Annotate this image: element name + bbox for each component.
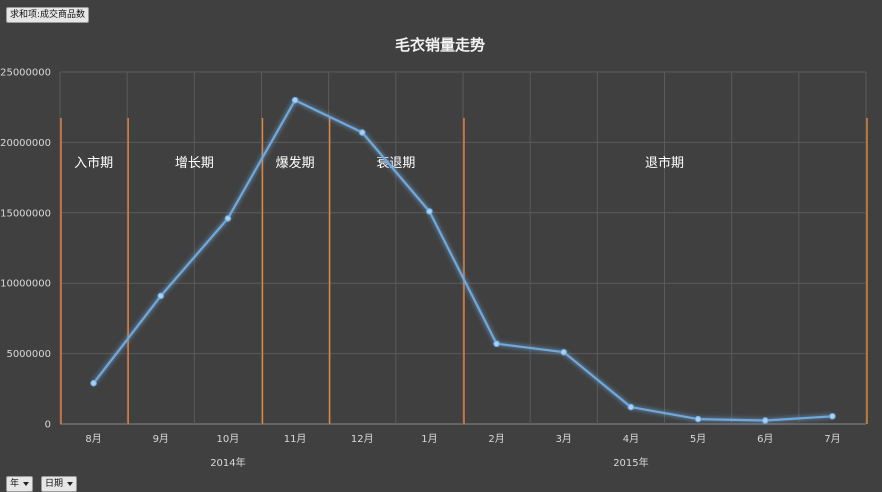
year-group-label: 2015年 <box>613 456 648 469</box>
x-tick-label: 6月 <box>757 433 773 445</box>
chart-title: 毛衣销量走势 <box>395 36 485 54</box>
data-point <box>761 417 769 424</box>
data-point <box>627 403 635 411</box>
y-tick-label: 15000000 <box>0 208 51 219</box>
year-group-label: 2014年 <box>210 456 245 469</box>
data-point <box>224 215 232 222</box>
grid-lines <box>59 71 867 425</box>
data-point <box>90 379 97 387</box>
y-tick-label: 5000000 <box>6 349 51 360</box>
data-point <box>291 96 299 104</box>
x-tick-label: 8月 <box>85 433 101 445</box>
x-tick-label: 7月 <box>824 433 840 445</box>
y-axis-ticks: 0 5000000 10000000 15000000 20000000 25000000 <box>0 68 51 431</box>
data-point <box>493 340 500 348</box>
data-point <box>157 292 165 300</box>
x-tick-label: 11月 <box>284 433 307 445</box>
phase-label: 入市期 <box>74 155 113 171</box>
series-layer <box>90 96 836 424</box>
data-point <box>358 129 366 136</box>
x-tick-label: 9月 <box>153 433 169 445</box>
phase-label: 爆发期 <box>276 155 315 171</box>
value-field-button[interactable]: 求和项:成交商品数 <box>6 7 90 23</box>
data-point <box>694 415 702 423</box>
data-point <box>426 208 433 215</box>
x-tick-label: 5月 <box>690 433 706 445</box>
data-point <box>560 348 568 356</box>
y-tick-label: 20000000 <box>0 138 51 149</box>
dropdown-arrow-icon <box>23 481 30 486</box>
series-line <box>92 99 833 422</box>
y-tick-label: 0 <box>45 420 51 431</box>
phase-dividers <box>60 118 868 424</box>
y-tick-label: 10000000 <box>0 279 51 290</box>
x-tick-label: 12月 <box>351 433 374 445</box>
phase-labels: 入市期 增长期 爆发期 衰退期 退市期 <box>74 155 684 171</box>
x-tick-label: 2月 <box>488 433 504 445</box>
phase-label: 增长期 <box>175 156 214 171</box>
x-axis-ticks: 8月 9月 10月 11月 12月 1月 2月 3月 4月 5月 6月 7月 2014年 2015年 <box>85 433 840 469</box>
x-tick-label: 1月 <box>421 433 437 445</box>
value-field-label: 求和项:成交商品数 <box>10 10 86 20</box>
dropdown-arrow-icon <box>67 481 74 486</box>
data-point <box>829 412 836 420</box>
y-tick-label: 25000000 <box>0 68 51 79</box>
x-tick-label: 4月 <box>623 433 639 445</box>
date-field-label: 日期 <box>45 479 64 489</box>
x-tick-label: 10月 <box>217 433 240 445</box>
x-tick-label: 3月 <box>556 433 572 445</box>
year-field-label: 年 <box>10 479 20 489</box>
phase-label: 退市期 <box>645 155 684 171</box>
